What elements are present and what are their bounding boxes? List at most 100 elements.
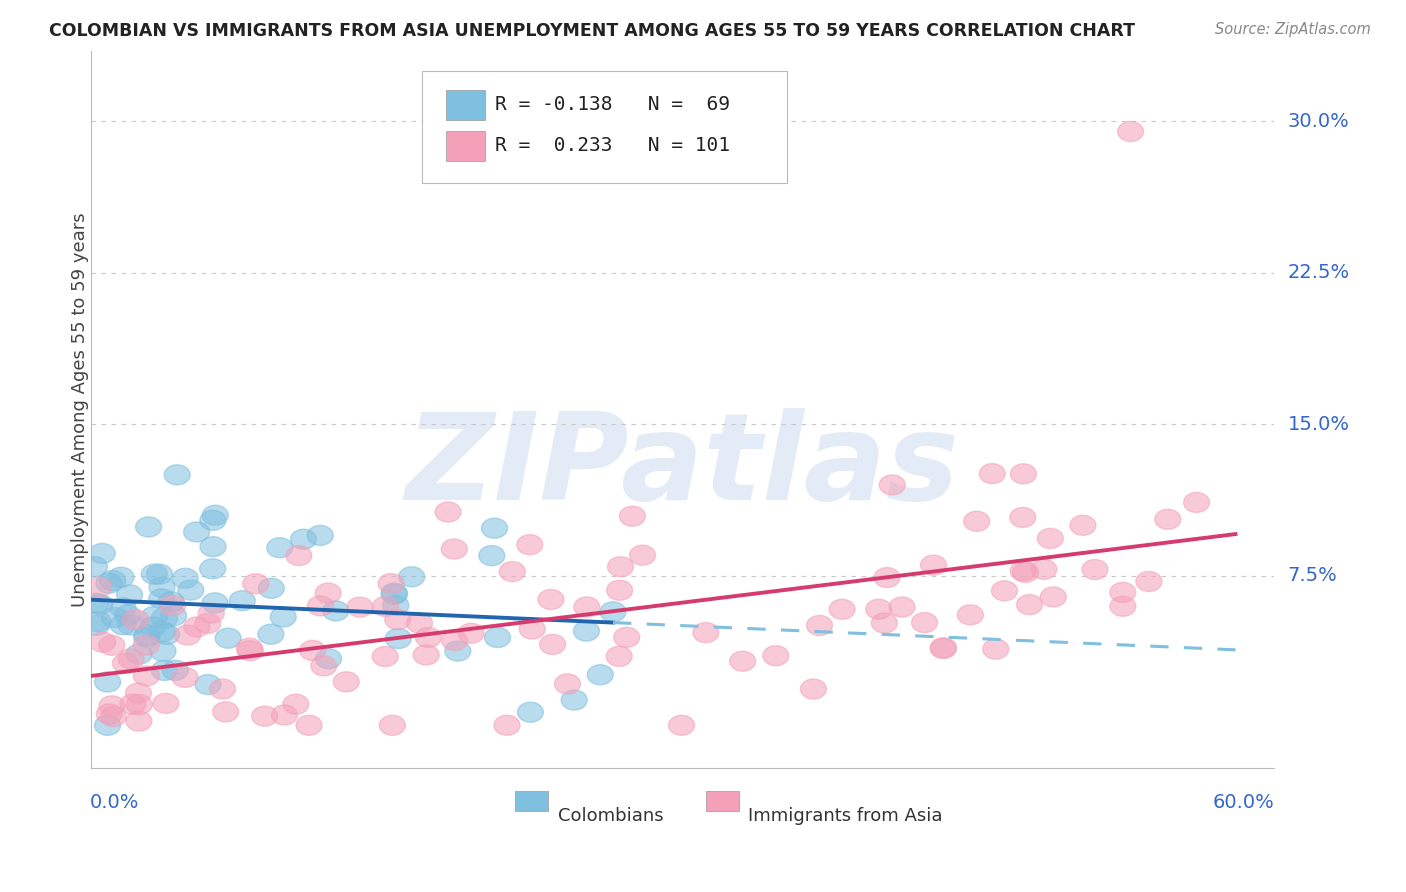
Ellipse shape [285, 546, 312, 566]
Ellipse shape [172, 568, 198, 589]
Ellipse shape [574, 597, 600, 617]
Text: R = -0.138   N =  69: R = -0.138 N = 69 [495, 95, 730, 114]
Ellipse shape [195, 674, 221, 695]
Ellipse shape [333, 672, 360, 692]
Ellipse shape [127, 695, 152, 714]
Ellipse shape [630, 545, 655, 566]
Ellipse shape [323, 601, 349, 621]
Ellipse shape [600, 602, 626, 622]
Ellipse shape [991, 581, 1018, 601]
Text: COLOMBIAN VS IMMIGRANTS FROM ASIA UNEMPLOYMENT AMONG AGES 55 TO 59 YEARS CORRELA: COLOMBIAN VS IMMIGRANTS FROM ASIA UNEMPL… [49, 22, 1135, 40]
Ellipse shape [195, 614, 221, 633]
Ellipse shape [238, 640, 263, 661]
Ellipse shape [87, 594, 112, 615]
Ellipse shape [84, 612, 111, 632]
Ellipse shape [1136, 572, 1161, 591]
Ellipse shape [94, 715, 121, 735]
Ellipse shape [1038, 528, 1063, 549]
Ellipse shape [98, 696, 125, 716]
Ellipse shape [481, 518, 508, 538]
Ellipse shape [308, 596, 333, 615]
Ellipse shape [134, 627, 160, 648]
Ellipse shape [307, 525, 333, 546]
Ellipse shape [252, 706, 278, 726]
Ellipse shape [373, 647, 398, 666]
Ellipse shape [800, 679, 827, 699]
Ellipse shape [434, 502, 461, 522]
Ellipse shape [149, 589, 174, 609]
Ellipse shape [152, 608, 177, 628]
Ellipse shape [159, 591, 184, 612]
Ellipse shape [94, 672, 121, 692]
Ellipse shape [243, 574, 269, 594]
Ellipse shape [229, 591, 256, 611]
Ellipse shape [479, 546, 505, 566]
Ellipse shape [141, 564, 167, 584]
Text: Colombians: Colombians [558, 807, 664, 825]
Ellipse shape [120, 694, 146, 714]
Ellipse shape [202, 505, 228, 525]
Ellipse shape [315, 648, 342, 669]
Ellipse shape [236, 638, 263, 658]
Ellipse shape [149, 622, 176, 642]
Ellipse shape [165, 465, 190, 485]
Ellipse shape [381, 583, 408, 603]
Ellipse shape [1011, 464, 1036, 483]
Ellipse shape [118, 648, 143, 669]
Ellipse shape [142, 607, 167, 626]
Ellipse shape [96, 574, 122, 593]
Ellipse shape [730, 651, 755, 672]
Ellipse shape [153, 624, 180, 645]
Ellipse shape [373, 597, 398, 616]
Ellipse shape [89, 543, 115, 564]
Text: 7.5%: 7.5% [1288, 566, 1337, 585]
Ellipse shape [415, 627, 441, 648]
Ellipse shape [444, 641, 471, 661]
Ellipse shape [125, 683, 152, 703]
Ellipse shape [620, 506, 645, 526]
Text: Source: ZipAtlas.com: Source: ZipAtlas.com [1215, 22, 1371, 37]
Ellipse shape [399, 566, 425, 587]
Ellipse shape [875, 567, 900, 588]
Ellipse shape [174, 625, 201, 645]
Ellipse shape [96, 704, 122, 724]
Ellipse shape [153, 693, 179, 714]
Ellipse shape [311, 656, 337, 676]
Ellipse shape [381, 584, 408, 604]
Ellipse shape [315, 583, 342, 603]
Ellipse shape [98, 635, 125, 656]
Ellipse shape [86, 577, 111, 598]
Ellipse shape [212, 702, 239, 722]
Ellipse shape [1012, 563, 1039, 582]
Ellipse shape [378, 574, 404, 593]
Ellipse shape [117, 585, 142, 605]
Text: 0.0%: 0.0% [90, 793, 139, 812]
Ellipse shape [441, 539, 467, 559]
Ellipse shape [177, 580, 204, 600]
Ellipse shape [911, 613, 938, 632]
Ellipse shape [494, 715, 520, 735]
Ellipse shape [574, 621, 599, 641]
Ellipse shape [385, 629, 412, 648]
Ellipse shape [134, 625, 160, 645]
Ellipse shape [538, 590, 564, 609]
Ellipse shape [1010, 508, 1036, 527]
Ellipse shape [382, 595, 409, 615]
Ellipse shape [112, 653, 138, 673]
Ellipse shape [127, 644, 152, 665]
Ellipse shape [198, 603, 225, 624]
Ellipse shape [110, 615, 136, 635]
Ellipse shape [921, 555, 946, 575]
Ellipse shape [270, 607, 297, 627]
Ellipse shape [134, 665, 159, 686]
Ellipse shape [606, 646, 633, 666]
Ellipse shape [347, 597, 373, 617]
Ellipse shape [209, 679, 235, 699]
Ellipse shape [115, 605, 141, 625]
Ellipse shape [872, 613, 897, 633]
Ellipse shape [413, 645, 439, 665]
Ellipse shape [150, 641, 176, 661]
Ellipse shape [1040, 587, 1066, 607]
Ellipse shape [83, 593, 108, 614]
Ellipse shape [101, 607, 128, 628]
